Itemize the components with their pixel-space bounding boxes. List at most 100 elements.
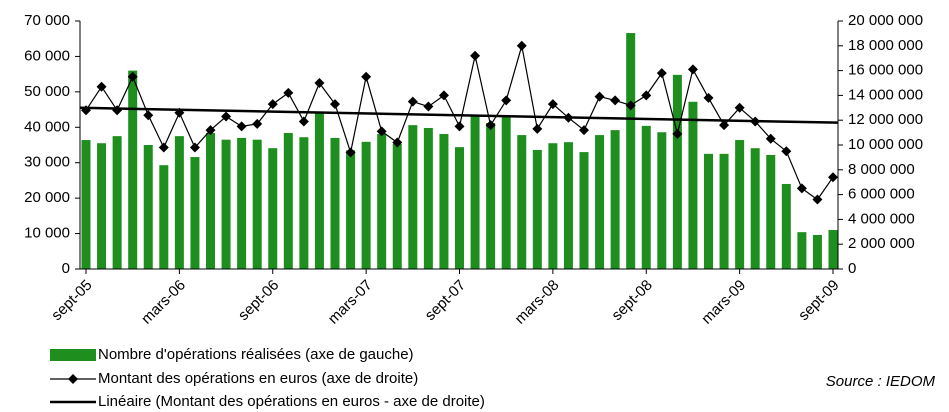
marker: [143, 110, 154, 121]
marker: [189, 142, 200, 153]
marker: [672, 128, 683, 139]
marker: [610, 95, 621, 106]
marker: [594, 91, 605, 102]
bar: [377, 134, 387, 269]
bar: [143, 145, 153, 269]
legend-swatch: [50, 349, 96, 361]
marker: [719, 120, 730, 131]
bar: [252, 139, 262, 269]
bar: [346, 150, 356, 269]
y2-tick-label: 16 000 000: [848, 62, 923, 79]
x-tick-label: sept-09: [795, 277, 842, 324]
marker: [641, 90, 652, 101]
bar: [330, 137, 340, 269]
y-tick-label: 0: [62, 260, 70, 277]
bar: [812, 234, 822, 269]
x-tick-label: sept-05: [48, 277, 95, 324]
marker: [392, 137, 403, 148]
marker: [127, 71, 138, 82]
bar: [455, 147, 464, 269]
bar: [828, 230, 838, 269]
marker: [252, 118, 263, 129]
bar: [672, 74, 682, 269]
x-tick-label: mars-07: [325, 277, 376, 328]
x-tick-label: mars-09: [698, 277, 749, 328]
marker: [407, 96, 418, 107]
legend-label: Nombre d'opérations réalisées (axe de ga…: [98, 346, 414, 363]
legend-label: Linéaire (Montant des opérations en euro…: [98, 393, 485, 410]
marker: [314, 78, 325, 88]
marker: [205, 125, 216, 136]
legend-marker: [68, 374, 78, 384]
bar: [704, 153, 713, 269]
bar: [221, 139, 231, 269]
bar: [641, 125, 651, 270]
bar: [797, 232, 807, 269]
bar: [190, 157, 200, 269]
marker: [470, 50, 481, 61]
source: Source : IEDOM: [826, 373, 936, 390]
y-tick-label: 10 000: [24, 225, 70, 242]
bar: [750, 148, 760, 269]
bar: [470, 115, 480, 269]
bar: [548, 143, 558, 269]
bar: [268, 148, 278, 269]
bar: [81, 140, 91, 269]
x-tick-label: mars-08: [512, 277, 563, 328]
y2-tick-label: 0: [848, 260, 856, 277]
marker: [703, 92, 714, 103]
marker: [734, 102, 745, 113]
bar: [563, 142, 573, 269]
bar: [112, 136, 122, 269]
bar: [439, 134, 449, 269]
marker: [516, 40, 527, 51]
y2-tick-label: 14 000 000: [848, 86, 923, 103]
y-tick-label: 40 000: [24, 118, 70, 135]
marker: [267, 99, 278, 110]
bar: [314, 113, 324, 269]
bar: [781, 183, 791, 269]
bar: [626, 33, 636, 269]
bar: [283, 132, 293, 269]
bar: [423, 127, 433, 269]
marker: [765, 133, 776, 144]
marker: [454, 121, 465, 132]
marker: [579, 125, 589, 136]
legend-label: Montant des opérations en euros (axe de …: [98, 370, 418, 387]
y-tick-label: 70 000: [24, 12, 70, 29]
y2-tick-label: 8 000 000: [848, 161, 915, 178]
bar: [610, 130, 620, 269]
bar: [579, 152, 589, 269]
bar: [392, 143, 402, 269]
marker: [236, 121, 247, 132]
bar: [735, 140, 745, 269]
bar: [159, 165, 169, 269]
marker: [376, 126, 387, 137]
bar: [688, 101, 698, 269]
bar: [361, 141, 371, 269]
trend-line: [79, 106, 839, 124]
marker: [345, 147, 356, 158]
marker: [361, 71, 372, 82]
marker: [796, 183, 807, 194]
marker: [501, 95, 512, 106]
bar: [237, 137, 247, 269]
y2-tick-label: 12 000 000: [848, 111, 923, 128]
bar: [408, 125, 418, 269]
y-tick-label: 20 000: [24, 189, 70, 206]
marker: [687, 64, 698, 75]
bar: [501, 115, 511, 269]
marker: [625, 100, 636, 111]
bar: [532, 149, 542, 269]
marker: [812, 194, 823, 205]
marker: [330, 99, 340, 110]
marker: [158, 142, 169, 153]
marker: [438, 90, 449, 101]
x-tick-label: sept-06: [235, 277, 282, 324]
marker: [96, 81, 107, 92]
y-tick-label: 50 000: [24, 83, 70, 100]
marker: [221, 111, 232, 122]
bar: [595, 135, 605, 269]
marker: [781, 146, 792, 157]
